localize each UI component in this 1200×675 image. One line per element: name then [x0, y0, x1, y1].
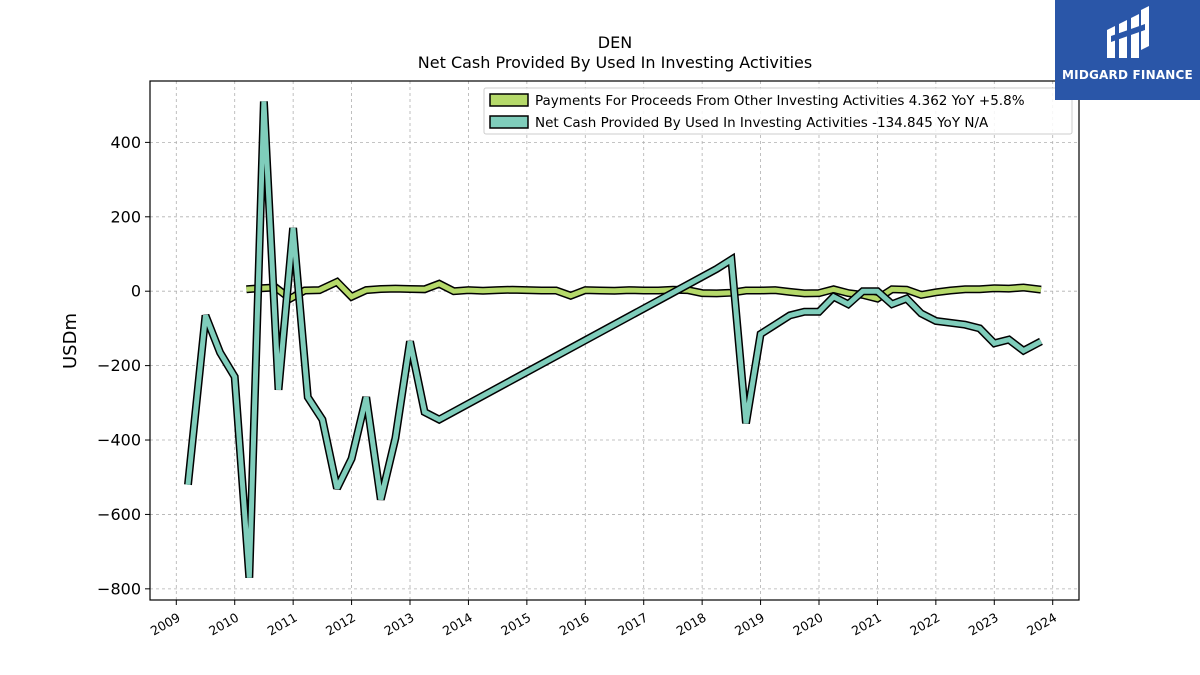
x-tick-label: 2014: [440, 610, 475, 639]
series-outline-1: [184, 101, 1043, 578]
x-tick-label: 2012: [323, 610, 358, 639]
x-tick-label: 2010: [206, 610, 241, 639]
logo-text: MIDGARD FINANCE: [1062, 68, 1193, 82]
x-tick-label: 2011: [265, 610, 300, 639]
legend-label-net-cash: Net Cash Provided By Used In Investing A…: [535, 115, 989, 131]
logo-mark-icon: [1107, 6, 1149, 58]
x-tick-label: 2024: [1024, 610, 1059, 639]
chart-title-ticker: DEN: [598, 33, 632, 52]
y-axis-ticks: −800 −600 −400 −200 0 200 400: [97, 133, 150, 598]
chart-title: Net Cash Provided By Used In Investing A…: [418, 53, 812, 72]
x-tick-label: 2023: [966, 610, 1001, 639]
legend-swatch-net-cash: [489, 115, 529, 129]
x-tick-label: 2019: [732, 610, 767, 639]
legend-swatch-payments: [489, 93, 529, 107]
grid-lines: [150, 81, 1079, 600]
y-tick-label: 0: [131, 282, 141, 301]
series-lines: [184, 101, 1043, 578]
x-tick-label: 2020: [790, 610, 825, 639]
series-line-1: [185, 101, 1043, 578]
y-tick-label: 400: [110, 133, 141, 152]
y-tick-label: −200: [97, 356, 141, 375]
x-tick-label: 2013: [381, 610, 416, 639]
series-line-0: [246, 278, 1042, 302]
x-tick-label: 2015: [498, 610, 533, 639]
x-tick-label: 2016: [557, 610, 592, 639]
x-tick-label: 2021: [849, 610, 884, 639]
legend-box: [483, 87, 1073, 135]
y-tick-label: −400: [97, 431, 141, 450]
x-axis-ticks: 2009 2010 2011 2012 2013 2014 2015 2016 2017 2018…: [148, 600, 1059, 639]
plot-frame: [149, 80, 1080, 601]
y-tick-label: 200: [110, 207, 141, 226]
midgard-finance-logo: MIDGARD FINANCE: [1055, 0, 1200, 100]
y-tick-label: −800: [97, 579, 141, 598]
y-tick-label: −600: [97, 505, 141, 524]
x-tick-label: 2018: [674, 610, 709, 639]
x-tick-label: 2022: [907, 610, 942, 639]
legend: Payments For Proceeds From Other Investi…: [483, 87, 1073, 135]
x-tick-label: 2009: [148, 610, 183, 639]
x-tick-label: 2017: [615, 610, 650, 639]
y-axis-label: USDm: [60, 313, 81, 369]
legend-label-payments: Payments For Proceeds From Other Investi…: [535, 93, 1025, 109]
